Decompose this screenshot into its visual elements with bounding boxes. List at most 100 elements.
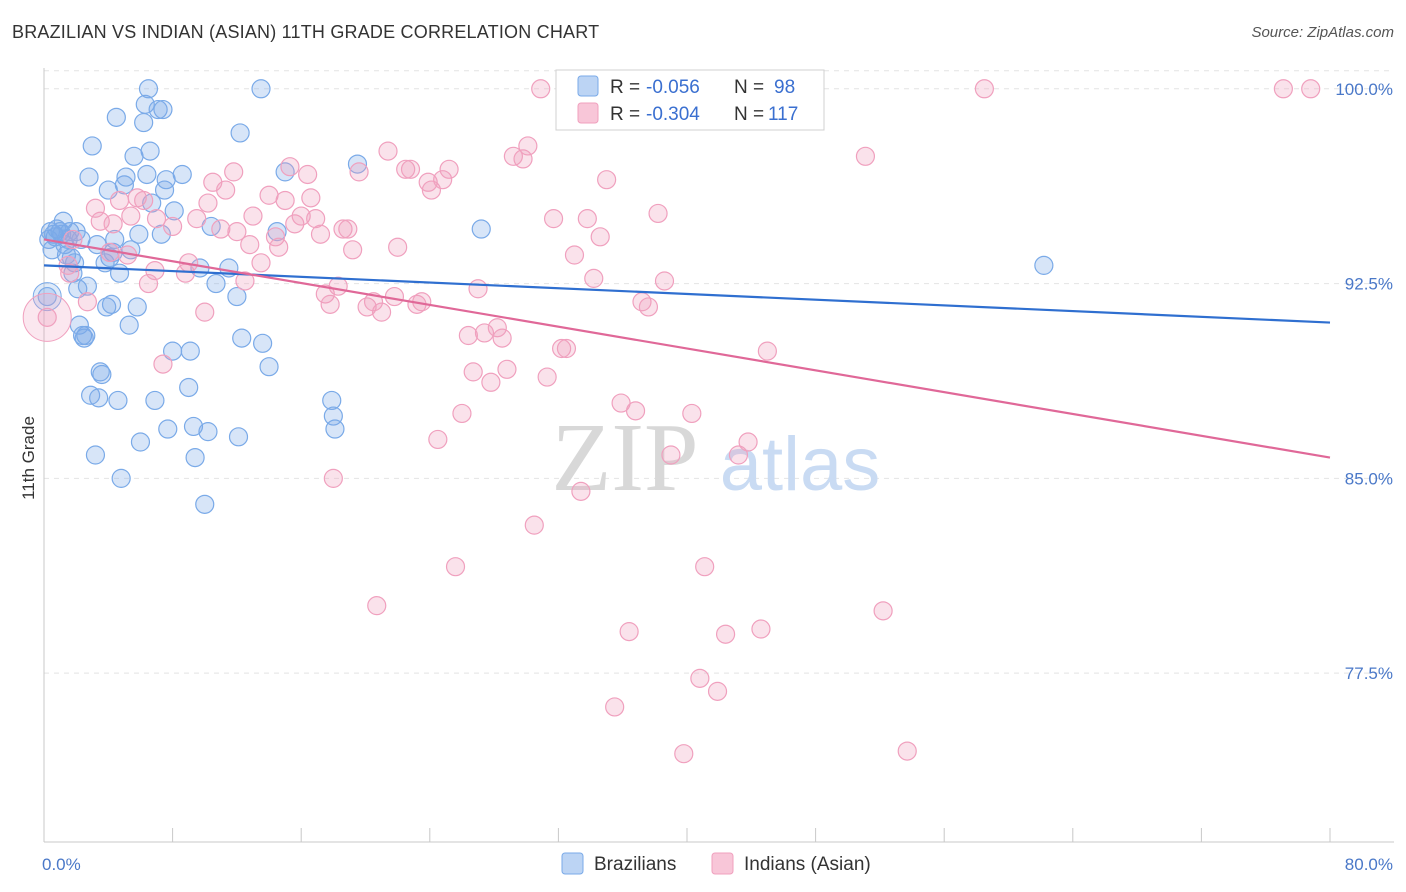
brazilians-point	[228, 427, 249, 447]
indians-point	[60, 263, 80, 283]
series-legend-swatch-indians	[711, 852, 734, 875]
y-axis-title: 11th Grade	[19, 416, 38, 500]
brazilians-point	[37, 286, 57, 307]
indians-point	[265, 227, 286, 247]
brazilians-point	[1034, 255, 1054, 275]
indians-point	[384, 286, 405, 307]
indians-point	[625, 401, 646, 421]
brazilians-point	[92, 364, 112, 385]
indians-point	[661, 445, 681, 465]
indians-point	[537, 367, 557, 387]
indians-point	[597, 170, 617, 190]
brazilians-point	[164, 201, 184, 221]
brazilians-point	[172, 164, 192, 185]
y-tick-label: 92.5%	[1345, 275, 1393, 294]
indians-point	[109, 190, 130, 211]
indians-point	[654, 271, 675, 291]
indians-point	[695, 557, 715, 577]
trend-lines	[43, 238, 1331, 459]
indians-point	[552, 338, 572, 359]
y-tick-labels: 100.0% 92.5% 85.0% 77.5%	[1335, 80, 1393, 683]
brazilians-point	[206, 273, 226, 294]
indians-point	[224, 162, 244, 182]
brazilians-point	[227, 286, 247, 307]
indians-point	[367, 596, 387, 616]
indians-points	[22, 79, 1321, 764]
indians-point	[285, 214, 305, 234]
brazilians-point	[253, 333, 273, 353]
brazilians-point	[325, 419, 345, 439]
indians-point	[134, 190, 154, 211]
indians-point	[77, 292, 98, 312]
indians-point	[855, 146, 876, 166]
indians-point	[1273, 79, 1293, 99]
indians-point	[310, 224, 331, 244]
indians-point	[481, 372, 501, 392]
brazilians-point	[127, 297, 147, 317]
indians-point	[343, 240, 363, 260]
indians-point	[198, 193, 218, 213]
indians-point	[492, 328, 512, 348]
indians-point	[227, 222, 247, 242]
watermark-zip: ZIP	[552, 404, 699, 512]
brazilians-point	[259, 357, 279, 377]
chart-title: BRAZILIAN VS INDIAN (ASIAN) 11TH GRADE C…	[12, 22, 600, 42]
indians-point	[146, 209, 167, 229]
indians-point	[298, 164, 318, 185]
brazilians-point	[129, 224, 149, 244]
brazilians-point	[76, 325, 96, 346]
indians-point	[1301, 79, 1321, 99]
series-legend: Brazilians Indians (Asian)	[561, 852, 871, 875]
brazilians-point	[156, 170, 176, 190]
indians-point	[396, 159, 416, 179]
brazilians-point	[153, 99, 173, 120]
brazilians-point	[32, 282, 62, 312]
indians-point	[674, 744, 694, 764]
brazilians-point	[135, 94, 155, 114]
indians-point	[251, 253, 271, 273]
indians-point	[571, 481, 591, 501]
indians-point	[873, 601, 893, 621]
brazilians-point	[134, 112, 154, 133]
indians-point	[682, 403, 702, 424]
brazilians-point	[85, 445, 106, 465]
brazilians-point	[82, 136, 102, 156]
indians-point	[590, 227, 610, 247]
indians-point	[320, 294, 340, 314]
indians-point	[121, 206, 141, 226]
indians-point	[524, 515, 544, 535]
legend-n-value-2: 117	[768, 104, 798, 125]
indians-point	[445, 557, 466, 577]
indians-point	[751, 619, 771, 639]
series-legend-label-indians: Indians (Asian)	[744, 854, 871, 875]
legend-swatch-brazilians	[577, 75, 599, 97]
indians-point	[328, 276, 348, 296]
y-tick-label: 100.0%	[1335, 80, 1393, 99]
indians-point	[153, 354, 173, 374]
legend-r-value-2: -0.304	[646, 104, 700, 125]
indians-point	[974, 79, 994, 99]
indians-point	[897, 741, 917, 761]
indians-point	[363, 292, 384, 312]
brazilians-point	[322, 390, 342, 411]
indians-point	[433, 170, 453, 190]
legend-r-label-2: R =	[610, 104, 640, 125]
indians-point	[728, 445, 749, 465]
y-tick-label: 85.0%	[1345, 469, 1393, 488]
indians-point	[349, 162, 369, 182]
brazilians-point	[108, 390, 128, 411]
indians-point	[577, 209, 597, 229]
indians-point	[378, 141, 398, 161]
brazilians-point	[114, 175, 134, 195]
indians-point	[275, 190, 295, 211]
indians-point	[707, 681, 728, 701]
brazilians-point	[158, 419, 178, 439]
brazilians-point	[347, 154, 368, 174]
indians-point	[269, 237, 289, 257]
brazilians-point	[130, 432, 151, 452]
legend-n-label-1: N =	[734, 77, 764, 98]
brazilians-point	[195, 494, 215, 514]
indians-point	[715, 624, 736, 644]
indians-point	[531, 79, 551, 99]
brazilians-point	[140, 141, 160, 161]
